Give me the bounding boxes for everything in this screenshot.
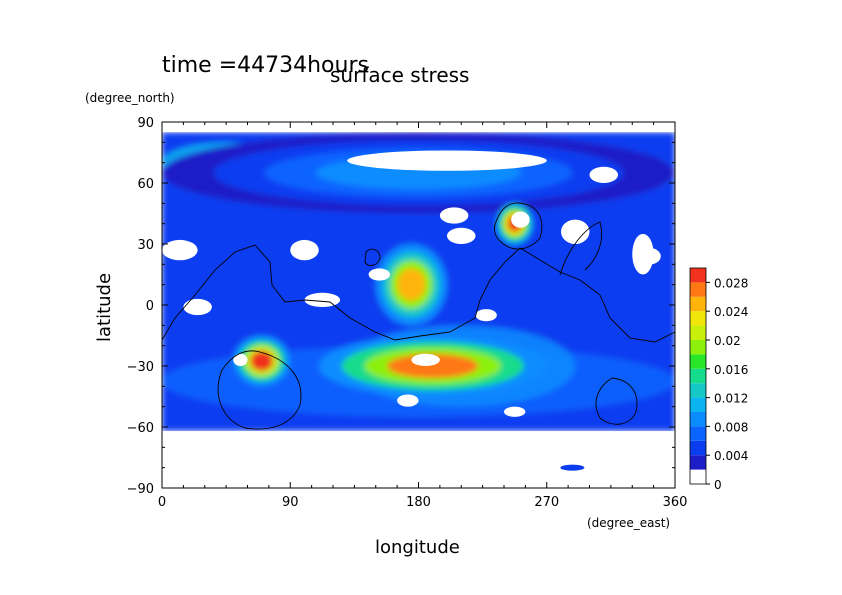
colorbar-tick-label: 0.008 <box>714 420 748 434</box>
coastline-small-island <box>364 248 381 266</box>
hole <box>347 150 547 171</box>
y-tick-label: 30 <box>137 238 154 253</box>
hole <box>439 207 469 224</box>
colorbar-swatch <box>690 354 706 369</box>
hole <box>589 166 618 183</box>
colorbar-tick-label: 0.028 <box>714 276 748 290</box>
hole <box>561 219 590 244</box>
hole <box>639 248 661 265</box>
stress-field <box>162 122 675 488</box>
hole <box>397 394 419 407</box>
x-tick-label: 0 <box>158 495 166 510</box>
x-tick-label: 360 <box>663 495 688 510</box>
hole <box>368 268 390 281</box>
colorbar-tick-label: 0.004 <box>714 449 748 463</box>
colorbar-swatch <box>690 340 706 355</box>
x-axis: 0 90 180 270 360 <box>158 122 688 510</box>
colorbar-swatch <box>690 397 706 412</box>
colorbar-swatch <box>690 368 706 384</box>
colorbar-tick-label: 0.016 <box>714 363 748 377</box>
feature-western-spot <box>250 350 274 372</box>
colorbar-swatch <box>690 440 706 456</box>
hole <box>411 353 440 366</box>
coastline-north-hotspot <box>494 202 543 250</box>
colorbar-swatch <box>690 268 706 283</box>
coastline-northeast <box>559 221 603 276</box>
colorbar-tick-label: 0.02 <box>714 334 741 348</box>
hole <box>233 353 248 366</box>
colorbar-tick-label: 0 <box>714 478 722 492</box>
hole <box>162 239 198 261</box>
colorbar-frame <box>689 267 707 485</box>
hole <box>447 227 476 244</box>
x-tick-label: 90 <box>282 495 299 510</box>
y-tick-label: 90 <box>137 116 154 131</box>
y-tick-label: −90 <box>127 482 154 497</box>
hole <box>304 292 341 308</box>
coastline-south-america <box>217 350 302 430</box>
colorbar-swatch <box>690 311 706 326</box>
continent-outlines <box>162 202 675 430</box>
coastline-island-east <box>595 377 638 425</box>
hole <box>504 406 526 417</box>
south-spot <box>560 464 585 471</box>
feature-southern-jet <box>387 353 479 379</box>
x-unit-label: (degree_east) <box>587 516 670 530</box>
y-tick-label: −30 <box>127 360 154 375</box>
y-tick-label: 60 <box>137 177 154 192</box>
polar-white-south <box>162 431 675 488</box>
hole <box>290 239 319 261</box>
colorbar-swatch <box>690 296 706 312</box>
x-axis-title: longitude <box>375 537 460 558</box>
chart-subtitle: time =44734hours <box>162 53 369 78</box>
colorbar-swatch <box>690 455 706 470</box>
coastline-africa <box>162 244 675 343</box>
colorbar-swatch <box>690 426 706 441</box>
chart-title: surface stress <box>330 63 469 87</box>
hole <box>183 298 212 316</box>
colorbar-swatch <box>690 282 706 297</box>
hole <box>475 309 497 322</box>
colorbar-swatch <box>690 469 706 484</box>
y-unit-label: (degree_north) <box>85 91 175 105</box>
colorbar-tick-label: 0.024 <box>714 305 748 319</box>
feature-tropical-center <box>397 268 426 301</box>
y-tick-label: −60 <box>127 421 154 436</box>
colorbar-swatch <box>690 412 706 427</box>
colorbar-swatch <box>690 325 706 340</box>
y-tick-label: 0 <box>146 299 154 314</box>
y-axis-title: latitude <box>94 273 115 342</box>
colorbar: 0 0.004 0.008 0.012 0.016 0.02 0.024 0.028 <box>689 267 748 492</box>
x-tick-label: 180 <box>406 495 431 510</box>
colorbar-tick-label: 0.012 <box>714 392 748 406</box>
hole <box>511 211 530 228</box>
x-tick-label: 270 <box>534 495 559 510</box>
colorbar-swatch <box>690 383 706 398</box>
y-axis: 90 60 30 0 −30 −60 −90 <box>127 116 675 497</box>
